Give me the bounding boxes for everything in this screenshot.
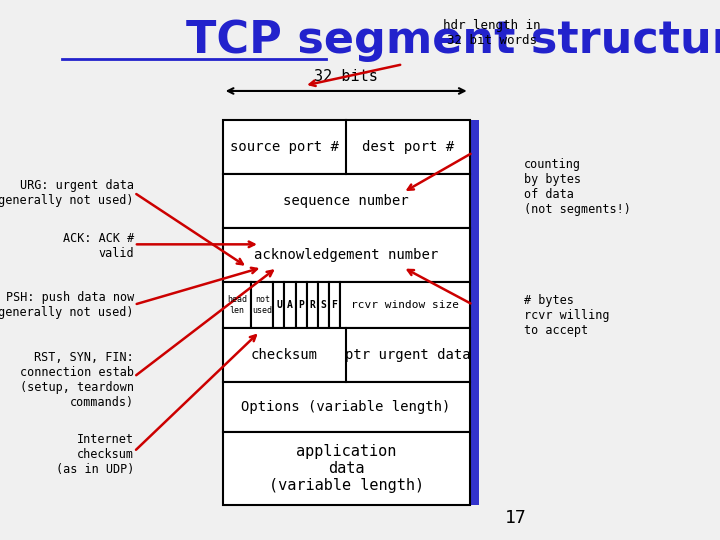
Text: Options (variable length): Options (variable length) (241, 400, 451, 414)
Text: S: S (320, 300, 326, 310)
Bar (296, 282, 307, 328)
Text: hdr length in
32 bit words: hdr length in 32 bit words (443, 19, 541, 47)
Bar (329, 282, 340, 328)
Bar (222, 382, 469, 432)
Text: TCP segment structure: TCP segment structure (186, 19, 720, 62)
Text: rcvr window size: rcvr window size (351, 300, 459, 310)
Text: sequence number: sequence number (284, 194, 409, 208)
Bar (463, 120, 480, 505)
Text: PSH: push data now
(generally not used): PSH: push data now (generally not used) (0, 291, 134, 319)
Text: ptr urgent data: ptr urgent data (345, 348, 471, 362)
Bar (222, 282, 251, 328)
Text: F: F (331, 300, 338, 310)
Text: # bytes
rcvr willing
to accept: # bytes rcvr willing to accept (524, 294, 609, 337)
Text: source port #: source port # (230, 140, 339, 154)
Bar (222, 174, 469, 228)
Text: head
len: head len (227, 295, 247, 315)
Bar (222, 228, 469, 282)
Bar (222, 328, 469, 382)
Bar (307, 282, 318, 328)
Text: A: A (287, 300, 293, 310)
Text: application
data
(variable length): application data (variable length) (269, 444, 424, 494)
Bar (222, 120, 469, 174)
Text: not
used: not used (252, 295, 272, 315)
Bar (274, 282, 284, 328)
Text: acknowledgement number: acknowledgement number (254, 248, 438, 262)
Text: Internet
checksum
(as in UDP): Internet checksum (as in UDP) (55, 433, 134, 476)
Text: R: R (310, 300, 315, 310)
Text: counting
by bytes
of data
(not segments!): counting by bytes of data (not segments!… (524, 158, 631, 216)
Bar (222, 432, 469, 505)
Text: dest port #: dest port # (362, 140, 454, 154)
Text: U: U (276, 300, 282, 310)
Bar (318, 282, 329, 328)
Text: checksum: checksum (251, 348, 318, 362)
Text: P: P (298, 300, 304, 310)
Bar (251, 282, 274, 328)
Text: ACK: ACK #
valid: ACK: ACK # valid (63, 232, 134, 260)
Bar (340, 282, 469, 328)
Text: 17: 17 (505, 509, 526, 526)
Bar (284, 282, 296, 328)
Text: RST, SYN, FIN:
connection estab
(setup, teardown
commands): RST, SYN, FIN: connection estab (setup, … (20, 350, 134, 409)
Text: 32 bits: 32 bits (314, 69, 378, 84)
Text: URG: urgent data
(generally not used): URG: urgent data (generally not used) (0, 179, 134, 206)
